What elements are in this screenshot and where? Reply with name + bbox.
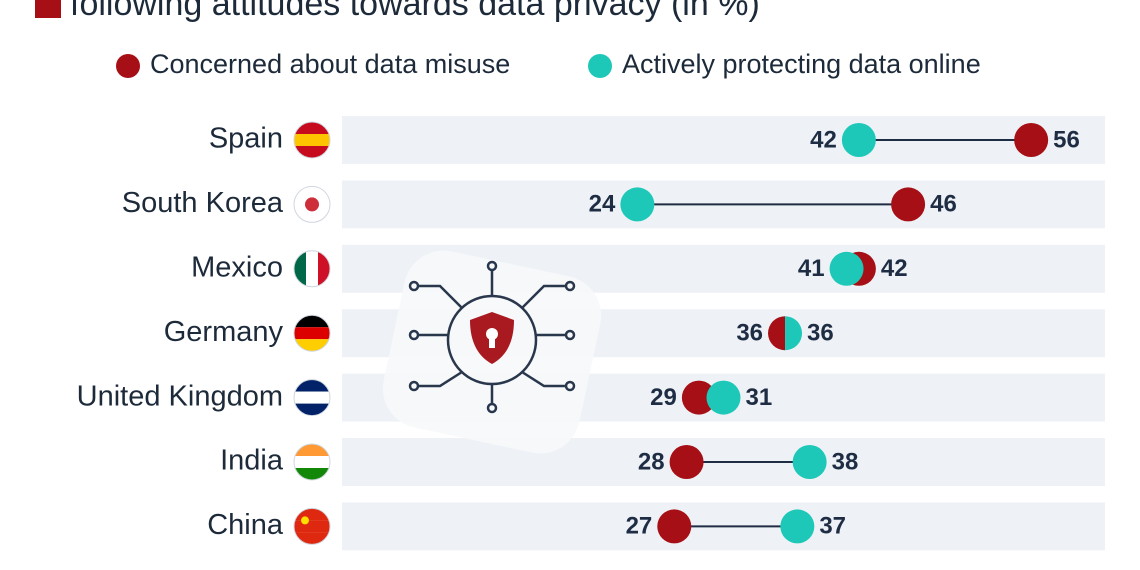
flag-stripe	[294, 250, 306, 287]
flag-outline	[293, 379, 331, 417]
flag-stripe	[294, 315, 330, 328]
flag-stripe	[294, 403, 330, 416]
value-label: 36	[736, 320, 763, 347]
category-label: United Kingdom	[77, 380, 283, 412]
dot-concerned	[768, 316, 786, 351]
flag-stripe	[294, 532, 330, 545]
flag-outline	[293, 250, 331, 288]
value-label: 29	[650, 384, 677, 411]
flag-stripe	[294, 122, 330, 134]
flag	[293, 443, 331, 481]
marks: 42 56 24 46 41 42 36 36 29 31 28 38 27 37	[589, 123, 1080, 544]
security-icon	[382, 250, 602, 454]
flag-stripe	[294, 134, 330, 146]
category-label: Germany	[164, 316, 284, 348]
legend-label: Actively protecting data online	[622, 49, 981, 79]
legend-dot	[588, 54, 612, 78]
category-label: Spain	[209, 123, 283, 155]
dot-protecting	[706, 380, 741, 415]
flag-stripe	[294, 520, 330, 533]
dot-concerned	[669, 445, 704, 479]
flag	[293, 314, 331, 352]
flag-emblem	[305, 197, 319, 212]
dot-concerned	[681, 380, 716, 415]
flag-stripe	[294, 391, 330, 404]
value-label: 27	[626, 513, 653, 540]
value-label: 38	[832, 448, 859, 475]
dot-protecting	[829, 251, 864, 286]
flag-stripe	[294, 444, 330, 456]
flag-stripe	[294, 508, 330, 521]
flag-stripe	[294, 339, 330, 352]
flag-outline	[293, 185, 331, 223]
flag	[293, 121, 331, 159]
flag-outline	[293, 314, 331, 352]
flag-stripe	[306, 250, 318, 287]
title-marker	[35, 0, 61, 18]
flag-stripe	[294, 456, 330, 468]
value-label: 42	[881, 255, 908, 282]
flag-outline	[293, 121, 331, 159]
value-label: 28	[638, 448, 665, 475]
flag-emblem	[301, 516, 309, 525]
flag-stripe	[294, 186, 330, 199]
value-label: 24	[589, 191, 616, 218]
flag-outline	[293, 507, 331, 545]
flag-stripe	[294, 210, 330, 223]
dot-concerned	[891, 187, 926, 222]
dot-protecting	[785, 316, 803, 351]
dot-concerned	[657, 509, 692, 544]
flag-stripe	[294, 146, 330, 158]
legend-label: Concerned about data misuse	[150, 49, 510, 79]
flag-stripe	[294, 379, 330, 392]
flag-outline	[293, 443, 331, 481]
dot-protecting	[780, 509, 815, 544]
category-label: South Korea	[122, 187, 284, 219]
flag	[293, 379, 331, 417]
category-label: China	[207, 509, 284, 541]
value-label: 56	[1053, 126, 1080, 153]
dot-protecting	[792, 445, 827, 479]
flag	[293, 185, 331, 223]
value-label: 36	[807, 320, 834, 347]
value-label: 42	[810, 126, 837, 153]
value-label: 41	[798, 255, 825, 282]
legend-dot	[116, 54, 140, 78]
category-label: India	[220, 445, 284, 477]
flag-stripe	[294, 468, 330, 480]
category-label: Mexico	[191, 251, 283, 283]
dot-protecting	[620, 187, 655, 222]
dot-concerned	[1014, 123, 1049, 157]
value-label: 31	[746, 384, 773, 411]
value-label: 37	[819, 513, 846, 540]
flag-stripe	[294, 327, 330, 340]
value-label: 46	[930, 191, 957, 218]
chart-title: following attitudes towards data privacy…	[70, 0, 760, 23]
dot-protecting	[841, 123, 876, 157]
flag-stripe	[318, 250, 330, 287]
flag	[293, 507, 331, 545]
flag	[293, 250, 331, 288]
